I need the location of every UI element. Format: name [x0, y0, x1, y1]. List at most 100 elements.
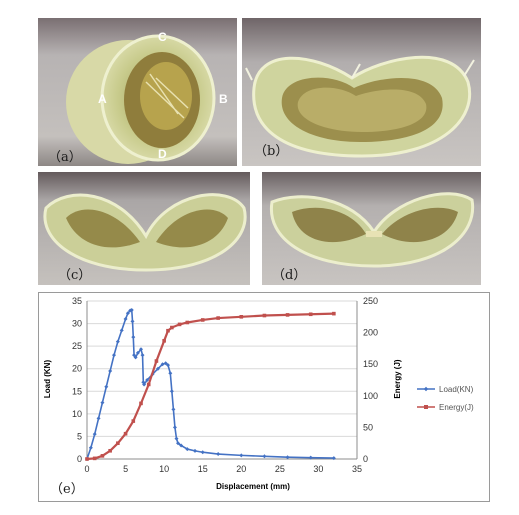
load-point	[308, 455, 313, 460]
load-point	[193, 448, 197, 453]
panel-label-d: （d）	[272, 268, 307, 283]
load-point	[88, 445, 93, 450]
load-point	[130, 319, 135, 324]
load-energy-chart: 0 5 10 15 20 25 30 35 0 50 100 150 200 250 0 5 10 15 20 25 3…	[38, 292, 490, 502]
energy-point	[170, 325, 174, 330]
photo-panel-a	[38, 18, 237, 166]
panel-label-b: （b）	[254, 144, 289, 159]
load-point	[239, 453, 244, 458]
point-label-C: C	[158, 30, 167, 44]
load-point	[172, 425, 177, 430]
load-point	[166, 363, 170, 368]
y-left-tick-label: 20	[72, 364, 82, 374]
load-point	[100, 400, 105, 405]
load-point	[92, 432, 97, 437]
load-point	[129, 308, 134, 313]
load-point	[171, 407, 176, 412]
energy-point	[154, 359, 159, 363]
panel-label-e: （e）	[50, 482, 84, 497]
tube-image-c	[38, 172, 250, 285]
legend-marker-load	[423, 386, 429, 392]
photo-panel-d	[262, 172, 481, 285]
energy-point	[200, 318, 205, 322]
y-right-tick-label: 200	[363, 328, 378, 338]
energy-point	[185, 320, 190, 325]
y-left-tick-label: 15	[72, 386, 82, 396]
load-point	[119, 328, 124, 333]
x-tick-label: 5	[123, 464, 128, 474]
load-point	[331, 456, 336, 461]
load-point	[160, 362, 165, 367]
x-tick-label: 20	[236, 464, 246, 474]
load-point	[200, 450, 205, 455]
load-point	[169, 389, 174, 394]
legend-label-energy: Energy(J)	[439, 403, 474, 412]
load-point	[96, 416, 101, 421]
load-point	[168, 371, 173, 376]
energy-point	[100, 454, 105, 458]
point-label-B: B	[219, 92, 228, 106]
energy-point	[216, 316, 220, 320]
x-tick-label: 15	[198, 464, 208, 474]
x-tick-label: 10	[159, 464, 169, 474]
load-point	[155, 366, 160, 371]
load-point	[112, 353, 116, 358]
y-right-tick-label: 50	[363, 422, 373, 432]
legend: Load(KN) Energy(J)	[417, 385, 474, 412]
y-axis-label-right: Energy (J)	[393, 359, 402, 398]
load-point	[104, 384, 109, 389]
tube-image-d	[262, 172, 481, 285]
load-point	[140, 353, 145, 358]
tube-image-a	[38, 18, 237, 166]
energy-point	[285, 313, 290, 317]
axes	[86, 301, 358, 460]
load-point	[179, 443, 184, 448]
y-left-tick-label: 30	[72, 319, 82, 329]
panel-label-c: （c）	[58, 268, 92, 283]
energy-point	[162, 339, 166, 343]
load-point	[135, 350, 140, 355]
load-point	[123, 317, 128, 322]
y-left-tick-label: 0	[77, 454, 82, 464]
y-right-tick-label: 0	[363, 454, 368, 464]
energy-point	[166, 328, 170, 333]
energy-point	[262, 313, 267, 318]
photo-panel-b	[242, 18, 481, 166]
y-left-tick-label: 5	[77, 431, 82, 441]
point-label-D: D	[158, 147, 167, 161]
load-point	[216, 452, 221, 457]
legend-label-load: Load(KN)	[439, 385, 474, 394]
load-point	[163, 361, 168, 366]
load-point	[176, 441, 181, 446]
photo-panel-c	[38, 172, 250, 285]
energy-point	[131, 419, 136, 423]
energy-point	[146, 382, 151, 387]
x-tick-label: 35	[352, 464, 362, 474]
energy-point	[177, 322, 182, 327]
panel-label-a: （a）	[48, 150, 82, 165]
energy-point	[116, 441, 120, 445]
point-label-A: A	[98, 92, 107, 106]
energy-point	[308, 312, 313, 317]
series	[85, 308, 336, 461]
x-tick-label: 0	[84, 464, 89, 474]
load-point	[115, 339, 120, 344]
y-left-tick-label: 25	[72, 341, 82, 351]
tube-image-b	[242, 18, 481, 166]
load-point	[142, 382, 147, 387]
y-left-tick-label: 10	[72, 409, 82, 419]
load-point	[131, 335, 136, 340]
y-left-tick-label: 35	[72, 296, 82, 306]
load-point	[139, 347, 143, 352]
energy-series-line	[86, 312, 334, 461]
y-right-tick-label: 100	[363, 391, 378, 401]
load-point	[185, 447, 190, 452]
load-point	[285, 455, 290, 460]
load-point	[145, 378, 150, 382]
y-right-tick-label: 250	[363, 296, 378, 306]
load-point	[174, 436, 179, 441]
load-point	[108, 368, 113, 373]
x-tick-label: 25	[275, 464, 285, 474]
